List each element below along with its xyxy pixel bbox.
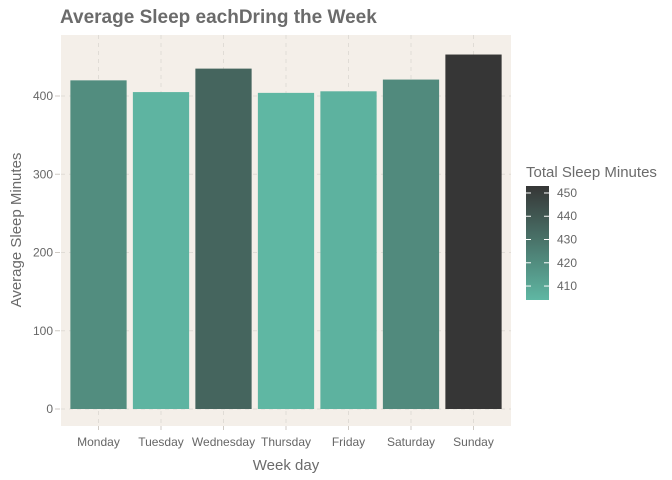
x-tick-label: Saturday: [387, 435, 435, 449]
legend-title: Total Sleep Minutes: [526, 164, 657, 181]
bar-friday: [320, 91, 377, 410]
legend-tick-label: 430: [557, 233, 577, 247]
chart-title: Average Sleep eachDring the Week: [60, 7, 377, 28]
bar-thursday: [257, 92, 315, 410]
bar-tuesday: [132, 92, 190, 410]
legend-tick-label: 450: [557, 186, 577, 200]
legend-tick-label: 410: [557, 279, 577, 293]
y-axis-title: Average Sleep Minutes: [8, 153, 25, 308]
x-tick-label: Monday: [77, 435, 120, 449]
bar-monday: [70, 80, 127, 409]
legend-colorbar: [526, 186, 549, 300]
legend: Total Sleep Minutes 410 420 430 440 450: [526, 164, 657, 300]
bar-saturday: [382, 79, 440, 409]
y-tick-label: 300: [33, 167, 53, 181]
x-tick-label: Tuesday: [138, 435, 184, 449]
y-tick-label: 200: [33, 246, 53, 260]
x-tick-label: Sunday: [453, 435, 494, 449]
bars: [70, 54, 502, 410]
y-tick-label: 400: [33, 89, 53, 103]
legend-tick-label: 420: [557, 256, 577, 270]
y-axis: 0 100 200 300 400: [33, 89, 60, 416]
x-tick-label: Thursday: [261, 435, 311, 449]
bar-wednesday: [195, 68, 252, 410]
x-axis: Monday Tuesday Wednesday Thursday Friday Satu…: [77, 426, 494, 449]
legend-tick-label: 440: [557, 209, 577, 223]
x-tick-label: Friday: [332, 435, 365, 449]
x-tick-label: Wednesday: [192, 435, 255, 449]
bar-sunday: [445, 54, 502, 410]
y-tick-label: 100: [33, 324, 53, 338]
x-axis-title: Week day: [253, 457, 320, 474]
y-tick-label: 0: [46, 402, 53, 416]
